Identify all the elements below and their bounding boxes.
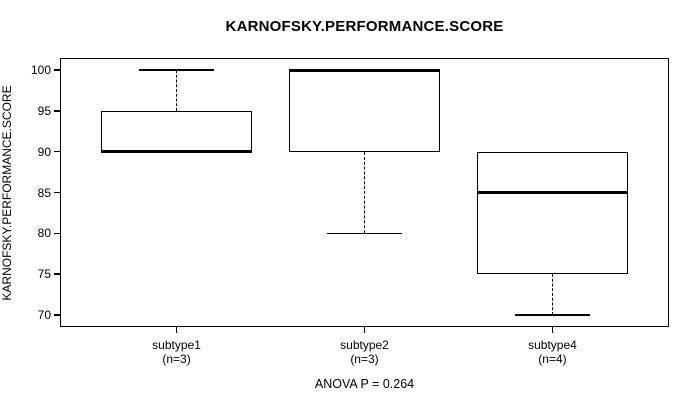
x-group-label: subtype1 (n=3)	[102, 338, 252, 366]
median-line	[289, 68, 440, 72]
x-tick-mark	[551, 327, 554, 333]
x-tick-mark	[175, 327, 178, 333]
x-group-label: subtype2 (n=3)	[290, 338, 440, 366]
x-group-name: subtype2	[340, 338, 389, 352]
iqr-box	[477, 151, 628, 274]
y-tick-mark	[54, 69, 60, 71]
x-group-name: subtype4	[528, 338, 577, 352]
y-tick-label: 80	[37, 226, 51, 241]
upper-whisker-cap	[138, 69, 215, 71]
x-group-count: (n=3)	[162, 352, 191, 366]
median-line	[477, 191, 628, 194]
upper-whisker	[175, 70, 177, 111]
y-tick-label: 95	[37, 103, 51, 118]
y-tick-label: 90	[37, 144, 51, 159]
iqr-box	[101, 110, 252, 152]
y-tick-mark	[54, 273, 60, 275]
x-group-count: (n=4)	[538, 352, 567, 366]
median-line	[101, 150, 252, 154]
chart-title: KARNOFSKY.PERFORMANCE.SCORE	[225, 18, 504, 35]
y-tick-label: 100	[30, 63, 51, 78]
x-tick-mark	[363, 327, 366, 333]
lower-whisker	[363, 151, 365, 234]
y-tick-label: 70	[37, 307, 51, 322]
y-tick-label: 75	[37, 267, 51, 281]
lower-whisker-cap	[514, 314, 591, 316]
y-tick-label: 85	[37, 185, 51, 200]
iqr-box	[289, 70, 440, 152]
x-group-count: (n=3)	[350, 352, 379, 366]
y-tick-mark	[54, 314, 60, 316]
lower-whisker	[551, 274, 553, 315]
y-tick-mark	[54, 150, 60, 153]
x-group-name: subtype1	[152, 338, 201, 352]
y-tick-mark	[54, 191, 60, 194]
y-tick-mark	[54, 110, 60, 112]
anova-annotation: ANOVA P = 0.264	[314, 377, 415, 391]
x-group-label: subtype4 (n=4)	[477, 338, 627, 366]
lower-whisker-cap	[326, 232, 403, 234]
y-tick-mark	[54, 232, 60, 234]
